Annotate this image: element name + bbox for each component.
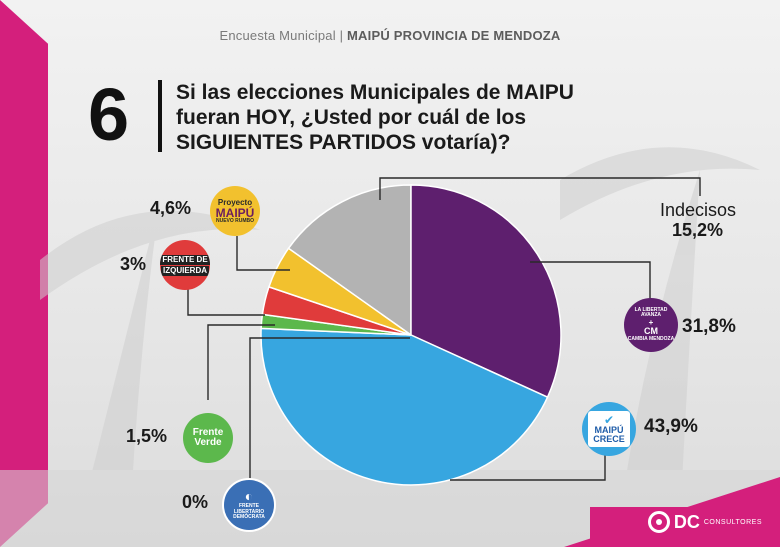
pie-slice-indecisos [287,184,412,337]
leader-line-libertario [249,337,410,490]
question-text: Si las elecciones Municipales de MAIPU f… [176,80,696,155]
footer-brand-sub: CONSULTORES [703,518,762,526]
leader-line-maipu-crece [450,455,606,481]
leader-line-indecisos [379,177,701,200]
pie-slice-maipu-crece [260,327,549,486]
libertad-cambia-mendoza-logo: LA LIBERTAD AVANZA + CM CAMBIA MENDOZA [624,298,678,352]
frente-verde-logo: Frente Verde [183,413,233,463]
question-line-3: SIGUIENTES PARTIDOS votaría)? [176,131,511,154]
libertario-symbol-icon: ◐ [244,488,254,505]
label-indecisos-value: 15,2% [672,220,724,240]
frente-libertario-logo: ◐ FRENTE LIBERTARIO DEMÓCRATA [222,478,276,532]
label-maipu-crece-value: 43,9% [644,416,698,437]
question-line-2: fueran HOY, ¿Usted por cuál de los [176,106,527,129]
check-icon: ✔ [603,413,615,427]
dc-logo-icon [647,511,670,533]
leader-line-proyecto [236,236,290,271]
leader-line-izquierda [187,285,265,316]
question-divider [158,80,162,152]
pie-slice-libertad-cambia [410,184,562,399]
label-frente-verde-value: 1,5% [126,426,168,446]
leader-line-libertad [530,261,651,300]
label-proyecto-value: 4,6% [150,198,192,218]
question-line-1: Si las elecciones Municipales de MAIPU [176,81,574,104]
pie-slices [260,184,562,486]
leader-line-frente-verde [207,324,275,400]
label-libertario-value: 0% [182,492,209,512]
leader-lines [187,177,701,490]
header-location: MAIPÚ PROVINCIA DE MENDOZA [347,28,561,43]
footer-brand-name: DC [673,511,700,532]
label-izquierda-value: 3% [120,254,147,274]
label-indecisos-name: Indecisos [660,200,737,220]
question-number: 6 [88,73,130,156]
label-libertad-value: 31,8% [682,316,736,337]
header-prefix: Encuesta Municipal | [219,28,344,43]
footer-brand: DC CONSULTORES [647,511,762,533]
plus-icon: + [648,317,654,327]
bottom-right-magenta-corner [590,507,780,547]
survey-header: Encuesta Municipal | MAIPÚ PROVINCIA DE … [0,28,780,43]
pie-slice-proyecto-maipu [267,247,412,336]
maipu-crece-logo: ✔ MAIPÚ CRECE [582,402,636,456]
proyecto-maipu-logo: Proyecto MAIPÚ NUEVO RUMBO [210,186,260,236]
frente-izquierda-logo: FRENTE DE IZQUIERDA [160,240,210,290]
